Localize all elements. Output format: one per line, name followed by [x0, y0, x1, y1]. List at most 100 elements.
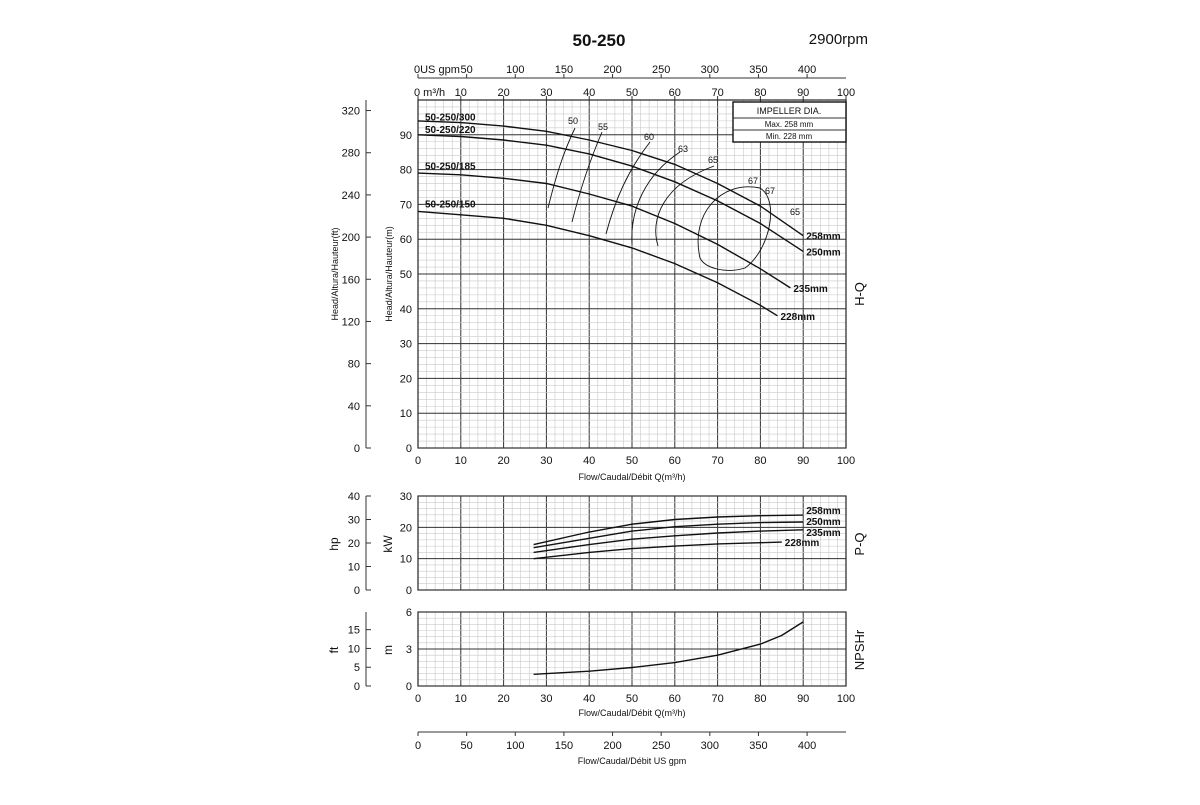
- top-gpm-axis-label: 0US gpm: [414, 64, 460, 76]
- hq-model-label: 50-250/150: [425, 200, 476, 211]
- chart-title: 50-250: [573, 31, 626, 50]
- speed-label: 2900rpm: [809, 31, 868, 48]
- efficiency-label: 65: [708, 155, 718, 165]
- npsh-y-tick-label: 0: [406, 681, 412, 693]
- efficiency-isoline: [697, 186, 772, 271]
- npsh-ylabel-m: m: [381, 645, 395, 655]
- hq-x-tick-label: 90: [797, 455, 809, 467]
- hq-x-tick-label: 60: [669, 455, 681, 467]
- pq-curve-label: 258mm: [806, 506, 841, 517]
- hq-x-tick-label: 100: [837, 455, 855, 467]
- top-gpm-tick-label: 350: [749, 64, 767, 76]
- npsh-x-tick-label: 20: [497, 693, 509, 705]
- impeller-box-min: Min. 228 mm: [766, 132, 813, 141]
- hq-ft-tick-label: 280: [342, 148, 360, 160]
- hq-curve-250mm: [417, 134, 804, 252]
- top-gpm-tick-label: 300: [701, 64, 719, 76]
- efficiency-isoline: [547, 127, 576, 209]
- npsh-side-label: NPSHr: [852, 629, 867, 670]
- impeller-box-title: IMPELLER DIA.: [757, 106, 822, 116]
- efficiency-isoline: [631, 151, 681, 245]
- bottom-gpm-tick-label: 300: [701, 740, 719, 752]
- bottom-gpm-tick-label: 200: [603, 740, 621, 752]
- hq-ft-tick-label: 120: [342, 316, 360, 328]
- hq-x-tick-label: 80: [754, 455, 766, 467]
- npsh-ft-tick-label: 5: [354, 662, 360, 674]
- npsh-x-tick-label: 0: [415, 693, 421, 705]
- npsh-curve: [533, 621, 804, 675]
- efficiency-label: 65: [790, 207, 800, 217]
- hq-curve-label: 258mm: [806, 232, 841, 243]
- pq-curve-258mm: [533, 514, 804, 546]
- pq-ylabel-kw: kW: [381, 535, 395, 553]
- hq-model-label: 50-250/185: [425, 161, 476, 172]
- top-gpm-tick-label: 50: [461, 64, 473, 76]
- hq-x-tick-label: 30: [540, 455, 552, 467]
- top-m3h-tick-label: 80: [754, 87, 766, 99]
- hq-curve-label: 250mm: [806, 247, 841, 258]
- hq-ylabel-m: Head/Altura/Hauteur(m): [384, 226, 394, 322]
- efficiency-label: 67: [765, 186, 775, 196]
- pq-hp-tick-label: 10: [348, 562, 360, 574]
- hq-curve-label: 228mm: [781, 312, 816, 323]
- npsh-x-tick-label: 60: [669, 693, 681, 705]
- pq-ylabel-hp: hp: [327, 537, 341, 551]
- top-m3h-tick-label: 40: [583, 87, 595, 99]
- hq-ft-tick-label: 160: [342, 274, 360, 286]
- bottom-gpm-tick-label: 350: [749, 740, 767, 752]
- npsh-x-tick-label: 80: [754, 693, 766, 705]
- npsh-ft-tick-label: 0: [354, 681, 360, 693]
- top-m3h-axis-label: 0 m³/h: [414, 87, 445, 99]
- pq-curve-label: 250mm: [806, 517, 841, 528]
- pq-hp-tick-label: 40: [348, 491, 360, 503]
- npsh-x-tick-label: 30: [540, 693, 552, 705]
- efficiency-label: 55: [598, 122, 608, 132]
- top-m3h-tick-label: 30: [540, 87, 552, 99]
- npsh-y-tick-label: 6: [406, 607, 412, 619]
- bottom-gpm-tick-label: 0: [415, 740, 421, 752]
- hq-y-tick-label: 10: [400, 408, 412, 420]
- npsh-ft-tick-label: 10: [348, 643, 360, 655]
- npsh-x-tick-label: 40: [583, 693, 595, 705]
- hq-x-tick-label: 50: [626, 455, 638, 467]
- hq-side-label: H-Q: [852, 282, 867, 306]
- pq-curve-label: 235mm: [806, 528, 841, 539]
- npsh-xlabel: Flow/Caudal/Débit Q(m³/h): [578, 708, 685, 718]
- hq-y-tick-label: 30: [400, 339, 412, 351]
- hq-curve-228mm: [417, 210, 778, 317]
- npsh-x-tick-label: 90: [797, 693, 809, 705]
- efficiency-label: 67: [748, 176, 758, 186]
- bottom-gpm-tick-label: 400: [798, 740, 816, 752]
- pq-curve-250mm: [533, 521, 804, 549]
- impeller-box-max: Max. 258 mm: [765, 120, 814, 129]
- npsh-y-tick-label: 3: [406, 644, 412, 656]
- pq-hp-tick-label: 20: [348, 538, 360, 550]
- hq-ft-tick-label: 240: [342, 190, 360, 202]
- hq-y-tick-label: 60: [400, 234, 412, 246]
- hq-y-tick-label: 70: [400, 199, 412, 211]
- pq-curve-228mm: [533, 541, 782, 560]
- top-m3h-tick-label: 100: [837, 87, 855, 99]
- impeller-box: [732, 101, 847, 143]
- efficiency-isoline: [655, 165, 715, 247]
- bottom-gpm-tick-label: 100: [506, 740, 524, 752]
- npsh-x-tick-label: 10: [455, 693, 467, 705]
- hq-curve-label: 235mm: [793, 284, 828, 295]
- pq-curve-235mm: [533, 529, 804, 554]
- npsh-x-tick-label: 100: [837, 693, 855, 705]
- pq-hp-tick-label: 30: [348, 515, 360, 527]
- pq-y-tick-label: 10: [400, 554, 412, 566]
- pq-y-tick-label: 0: [406, 585, 412, 597]
- efficiency-label: 50: [568, 116, 578, 126]
- top-m3h-tick-label: 60: [669, 87, 681, 99]
- hq-y-tick-label: 90: [400, 130, 412, 142]
- hq-ft-tick-label: 40: [348, 401, 360, 413]
- bottom-gpm-xlabel: Flow/Caudal/Débit US gpm: [578, 756, 687, 766]
- hq-model-label: 50-250/220: [425, 125, 476, 136]
- hq-curve-258mm: [417, 120, 804, 237]
- top-gpm-tick-label: 200: [603, 64, 621, 76]
- efficiency-isoline: [571, 131, 603, 223]
- npsh-ft-tick-label: 15: [348, 625, 360, 637]
